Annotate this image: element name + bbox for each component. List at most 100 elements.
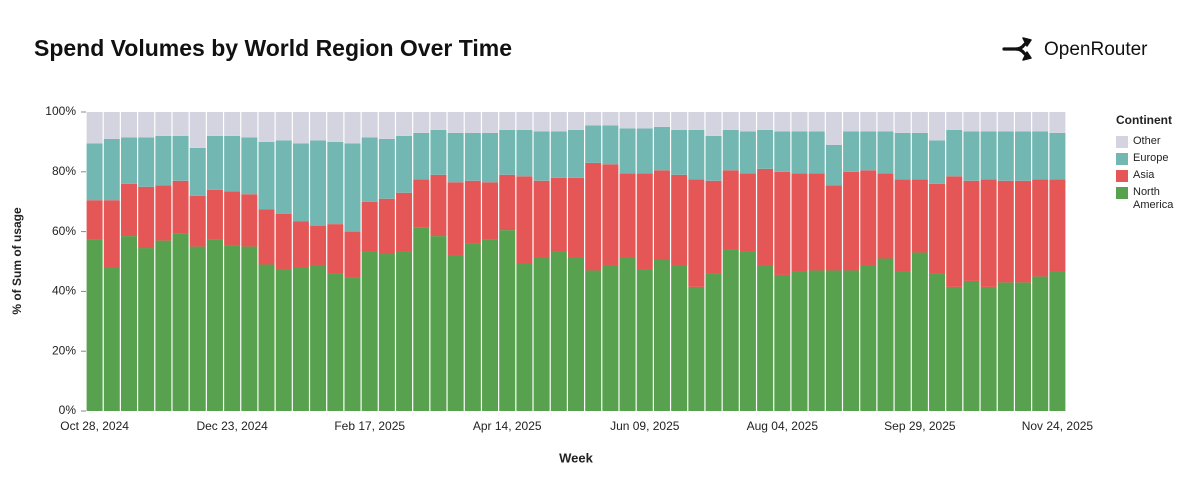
bar-segment	[757, 265, 774, 411]
bar-segment	[550, 131, 567, 178]
bar-segment	[602, 265, 619, 411]
bar-segment	[327, 141, 344, 225]
bar-segment	[172, 112, 189, 136]
bar-segment	[499, 230, 516, 411]
bar-segment	[120, 112, 137, 138]
y-tick-label: 100%	[45, 104, 76, 118]
bar-segment	[980, 112, 997, 132]
bar-segment	[378, 198, 395, 255]
brand-name: OpenRouter	[1044, 39, 1148, 60]
bar-segment	[980, 286, 997, 411]
bar-segment	[808, 270, 825, 411]
bar-segment	[241, 137, 258, 195]
bar-segment	[774, 112, 791, 132]
bar-segment	[120, 137, 137, 184]
bar-segment	[258, 141, 275, 210]
bar-segment	[344, 112, 361, 144]
x-axis-label: Week	[559, 450, 593, 465]
bar-segment	[585, 162, 602, 271]
bar-segment	[86, 112, 103, 144]
bar-segment	[1032, 131, 1049, 180]
bar-segment	[447, 182, 464, 256]
legend-swatch	[1116, 153, 1128, 165]
bar-segment	[344, 143, 361, 232]
legend-label: Europe	[1133, 152, 1169, 164]
bar-segment	[550, 177, 567, 252]
bar-segment	[722, 249, 739, 411]
bar-segment	[464, 180, 481, 244]
bar-segment	[1015, 282, 1032, 411]
legend-item: North America	[1116, 186, 1196, 212]
bar-segment	[189, 246, 206, 411]
bar-segment	[688, 179, 705, 287]
bar-segment	[1032, 112, 1049, 132]
bar-segment	[550, 251, 567, 411]
bar-segment	[138, 112, 155, 138]
bar-segment	[499, 129, 516, 175]
bar-segment	[344, 277, 361, 411]
bar-segment	[430, 129, 447, 175]
bar-segment	[224, 135, 241, 192]
bar-segment	[877, 112, 894, 132]
bar-segment	[86, 200, 103, 240]
bar-segment	[757, 112, 774, 130]
bar-segment	[138, 137, 155, 187]
bar-segment	[447, 255, 464, 411]
bar-segment	[877, 258, 894, 411]
bar-segment	[911, 179, 928, 253]
bar-segment	[361, 251, 378, 411]
bar-segment	[241, 194, 258, 247]
legend-title: Continent	[1116, 113, 1172, 127]
legend-label: North America	[1133, 186, 1174, 211]
bar-segment	[189, 147, 206, 196]
bar-segment	[292, 267, 309, 411]
bar-segment	[206, 189, 223, 240]
bar-segment	[808, 131, 825, 174]
bar-segment	[120, 236, 137, 411]
bar-segment	[396, 135, 413, 193]
bar-segment	[843, 171, 860, 271]
bar-segment	[911, 252, 928, 411]
bar-segment	[671, 129, 688, 175]
bar-segment	[172, 180, 189, 234]
x-tick-label: Apr 14, 2025	[473, 419, 542, 433]
bar-segment	[533, 131, 550, 181]
bar-segment	[1049, 132, 1066, 180]
bar-segment	[310, 112, 327, 141]
bar-segment	[1032, 179, 1049, 277]
bar-segment	[155, 185, 172, 241]
bar-segment	[275, 268, 292, 411]
bar-segment	[258, 264, 275, 411]
bar-segment	[482, 112, 499, 133]
bar-segment	[585, 112, 602, 126]
bar-segment	[997, 282, 1014, 411]
bar-segment	[843, 270, 860, 411]
bar-segment	[241, 112, 258, 138]
bar-segment	[619, 128, 636, 174]
bar-segment	[361, 201, 378, 252]
bar-segment	[911, 112, 928, 133]
bar-segment	[447, 112, 464, 133]
bar-segment	[241, 246, 258, 411]
legend-item: Europe	[1116, 152, 1196, 165]
bar-segment	[791, 131, 808, 174]
bar-segment	[103, 267, 120, 411]
bar-segment	[1049, 112, 1066, 133]
bar-segment	[722, 170, 739, 250]
bar-segment	[155, 135, 172, 186]
bar-segment	[894, 271, 911, 411]
bar-segment	[189, 195, 206, 247]
chart-title: Spend Volumes by World Region Over Time	[34, 35, 512, 61]
bar-segment	[568, 257, 584, 411]
bar-segment	[877, 173, 894, 259]
bar-segment	[275, 213, 292, 269]
bar-segment	[929, 273, 946, 411]
bar-segment	[275, 112, 292, 141]
bar-segment	[997, 112, 1014, 132]
bar-segment	[361, 112, 378, 138]
bar-segment	[172, 135, 189, 181]
bar-segment	[791, 112, 808, 132]
bar-segment	[413, 227, 430, 411]
bar-segment	[499, 112, 516, 130]
bar-segment	[1015, 112, 1032, 132]
